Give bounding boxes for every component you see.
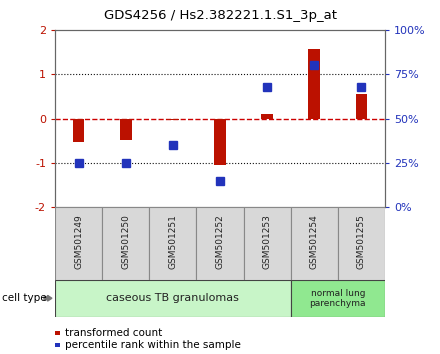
Bar bbox=[291, 207, 338, 280]
Bar bbox=[291, 280, 385, 317]
Text: normal lung
parenchyma: normal lung parenchyma bbox=[310, 289, 366, 308]
Bar bbox=[244, 207, 291, 280]
Text: GSM501252: GSM501252 bbox=[216, 215, 224, 269]
Bar bbox=[356, 94, 367, 119]
Bar bbox=[338, 207, 385, 280]
Text: GSM501250: GSM501250 bbox=[121, 215, 130, 269]
Bar bbox=[120, 119, 132, 140]
Text: cell type: cell type bbox=[2, 293, 47, 303]
Bar bbox=[73, 119, 84, 142]
Text: GSM501255: GSM501255 bbox=[357, 215, 366, 269]
Text: transformed count: transformed count bbox=[65, 328, 162, 338]
Bar bbox=[196, 207, 244, 280]
Bar bbox=[167, 119, 179, 120]
Text: GSM501249: GSM501249 bbox=[74, 215, 83, 269]
Bar bbox=[102, 207, 149, 280]
Text: caseous TB granulomas: caseous TB granulomas bbox=[106, 293, 239, 303]
Bar bbox=[55, 207, 102, 280]
Bar bbox=[261, 114, 273, 119]
Bar bbox=[149, 207, 196, 280]
Text: GSM501253: GSM501253 bbox=[263, 215, 271, 269]
Text: percentile rank within the sample: percentile rank within the sample bbox=[65, 340, 241, 350]
Text: GSM501254: GSM501254 bbox=[310, 215, 319, 269]
Bar bbox=[55, 280, 291, 317]
Text: GDS4256 / Hs2.382221.1.S1_3p_at: GDS4256 / Hs2.382221.1.S1_3p_at bbox=[103, 9, 337, 22]
Bar bbox=[308, 48, 320, 119]
Bar bbox=[214, 119, 226, 165]
Text: GSM501251: GSM501251 bbox=[169, 215, 177, 269]
